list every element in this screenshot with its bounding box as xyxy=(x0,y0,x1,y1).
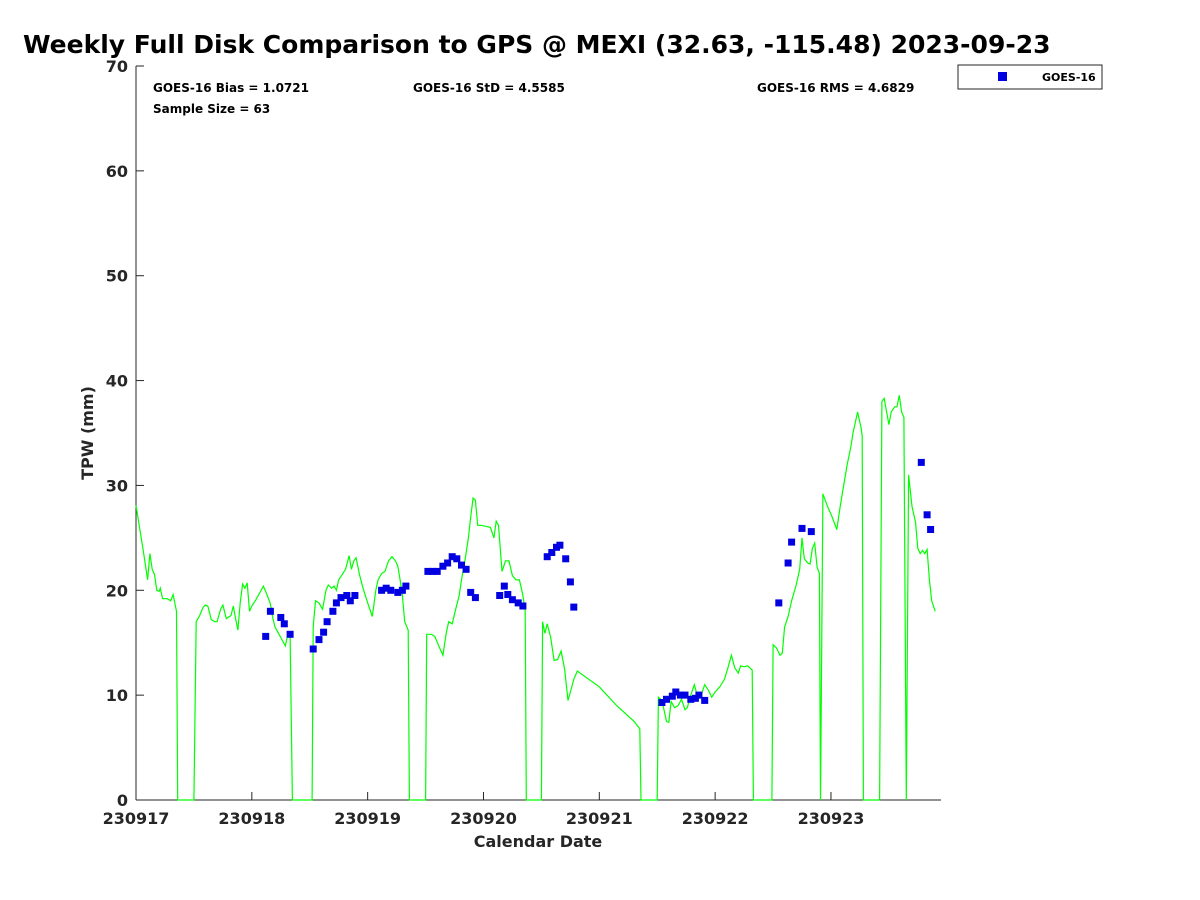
goes-16-point xyxy=(471,594,479,602)
goes-16-point xyxy=(467,588,475,596)
goes-16-point xyxy=(668,692,676,700)
goes-16-point xyxy=(508,596,516,604)
gps-line xyxy=(135,395,936,801)
goes-16-point xyxy=(496,592,504,599)
tick-marks: 0 10 20 30 40 50 60 70 230917 230918 230919 230920 2… xyxy=(103,57,865,828)
goes-16-point xyxy=(548,549,556,556)
goes-16-point xyxy=(448,553,456,561)
x-tick-label: 230918 xyxy=(218,809,285,828)
legend: GOES-16 xyxy=(957,64,1103,90)
goes-16-series xyxy=(262,458,935,706)
legend-marker-square xyxy=(998,72,1007,81)
y-tick-label: 20 xyxy=(106,581,128,600)
goes-16-point xyxy=(429,567,436,575)
goes-16-point xyxy=(286,630,294,638)
goes-16-point xyxy=(329,607,337,615)
legend-label: GOES-16 xyxy=(1042,71,1096,84)
goes-16-point xyxy=(323,618,331,626)
goes-16-point xyxy=(504,591,512,598)
plot-background xyxy=(136,66,941,800)
goes-16-point xyxy=(562,555,570,563)
x-tick-label: 230919 xyxy=(334,809,401,828)
goes-16-point xyxy=(663,695,670,703)
y-tick-label: 10 xyxy=(106,686,128,705)
goes-16-point xyxy=(351,592,359,599)
y-tick-label: 0 xyxy=(117,791,128,810)
x-tick-label: 230923 xyxy=(798,809,865,828)
goes-16-point xyxy=(346,597,354,605)
goes-16-point xyxy=(439,562,447,570)
y-tick-label: 50 xyxy=(106,267,128,286)
bias-stat: GOES-16 Bias = 1.0721 xyxy=(153,81,309,95)
goes-16-point xyxy=(458,561,465,569)
goes-16-point xyxy=(332,599,340,607)
goes-16-point xyxy=(566,578,574,586)
goes-16-point xyxy=(320,628,328,636)
rms-stat: GOES-16 RMS = 4.6829 xyxy=(757,81,914,95)
goes-16-point xyxy=(788,538,796,546)
y-tick-label: 60 xyxy=(106,162,128,181)
goes-16-point xyxy=(280,620,288,628)
goes-16-point xyxy=(462,565,470,573)
goes-16-point xyxy=(681,691,689,699)
goes-16-point xyxy=(337,594,345,602)
goes-16-point xyxy=(917,458,925,466)
goes-16-point xyxy=(343,592,351,599)
goes-16-point xyxy=(775,599,783,607)
goes-16-point xyxy=(701,696,709,704)
goes-16-point xyxy=(923,511,931,519)
goes-16-point xyxy=(519,602,527,610)
x-tick-label: 230920 xyxy=(450,809,517,828)
y-tick-label: 70 xyxy=(106,57,128,76)
x-tick-label: 230921 xyxy=(566,809,633,828)
gps-series xyxy=(135,395,936,801)
goes-16-point xyxy=(262,632,270,640)
goes-16-point xyxy=(444,559,452,567)
goes-16-point xyxy=(687,695,695,703)
goes-16-point xyxy=(309,645,317,653)
goes-16-point xyxy=(658,699,666,706)
goes-16-point xyxy=(798,524,806,532)
goes-16-point xyxy=(500,582,508,590)
chart-title: Weekly Full Disk Comparison to GPS @ MEX… xyxy=(23,30,1051,59)
y-tick-label: 30 xyxy=(106,476,128,495)
goes-16-point xyxy=(398,586,406,594)
goes-16-point xyxy=(784,559,792,567)
goes-16-point xyxy=(543,553,551,561)
goes-16-point xyxy=(277,614,285,621)
goes-16-point xyxy=(556,541,564,549)
goes-16-point xyxy=(927,526,935,533)
goes-16-point xyxy=(315,636,323,644)
goes-16-point xyxy=(807,528,815,536)
goes-16-point xyxy=(433,567,441,575)
x-axis-label: Calendar Date xyxy=(474,832,603,851)
goes-16-point xyxy=(424,567,432,575)
sample-size-stat: Sample Size = 63 xyxy=(153,102,270,116)
y-tick-label: 40 xyxy=(106,372,128,391)
goes-16-point xyxy=(570,603,578,611)
std-stat: GOES-16 StD = 4.5585 xyxy=(413,81,565,95)
goes-16-point xyxy=(695,691,703,699)
goes-16-point xyxy=(672,688,680,696)
y-axis-label: TPW (mm) xyxy=(78,386,97,480)
goes-16-point xyxy=(382,584,390,592)
x-tick-label: 230922 xyxy=(682,809,749,828)
goes-16-point xyxy=(387,586,395,594)
axes-frame xyxy=(135,66,941,801)
legend-box xyxy=(957,64,1103,90)
goes-16-point xyxy=(676,691,684,699)
goes-16-point xyxy=(378,586,386,594)
goes-16-point xyxy=(402,582,410,590)
goes-16-point xyxy=(453,555,461,563)
x-tick-label: 230917 xyxy=(103,809,170,828)
goes-16-point xyxy=(394,588,402,596)
goes-16-point xyxy=(266,607,274,615)
goes-16-point xyxy=(514,599,522,607)
